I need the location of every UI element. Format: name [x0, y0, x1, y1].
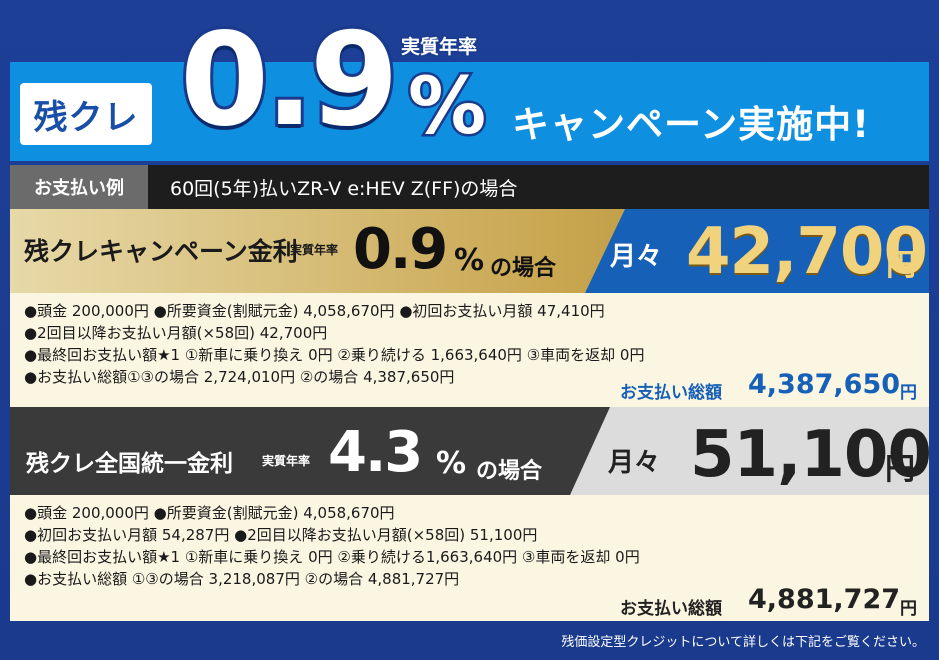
- plan1-monthly-label: 月々: [610, 242, 663, 272]
- plan1-total-amount: 4,387,650: [748, 369, 901, 400]
- plan2-total-amount: 4,881,727: [748, 584, 901, 615]
- plan2-rate-label: 実質年率: [262, 454, 311, 468]
- plan1-detail-line: ●頭金 200,000円 ●所要資金(割賦元金) 4,058,670円 ●初回お…: [24, 302, 605, 320]
- plan1-details-panel: [10, 293, 929, 407]
- plan2-detail-line: ●初回お支払い月額 54,287円 ●2回目以降お支払い月額(×58回) 51,…: [24, 526, 538, 544]
- headline-rate-label: 実質年率: [399, 35, 478, 60]
- plan2-details-panel: [10, 495, 929, 621]
- plan2-monthly-label: 月々: [608, 448, 661, 478]
- example-bar: [10, 165, 929, 209]
- plan1-monthly-amount: 42,700: [686, 215, 928, 289]
- campaign-banner: [10, 62, 929, 161]
- plan1-total-label: お支払い総額: [620, 383, 722, 403]
- plan2-detail-line: ●最終回お支払い額★1 ①新車に乗り換え 0円 ②乗り続ける1,663,640円…: [24, 548, 640, 566]
- campaign-heading: キャンペーン実施中!: [512, 103, 871, 146]
- plan1-rate: 0.9: [353, 217, 448, 282]
- plan1-monthly-yen: 円: [886, 248, 916, 283]
- plan1-total-yen: 円: [900, 383, 917, 403]
- headline-percent: %: [405, 60, 488, 155]
- badge-text: 残クレ: [33, 97, 139, 138]
- plan2-monthly-box: [570, 407, 929, 495]
- plan1-case: の場合: [490, 256, 557, 281]
- plan1-percent: %: [454, 243, 485, 278]
- plan2-case: の場合: [476, 459, 543, 484]
- plan2-total-yen: 円: [900, 599, 917, 619]
- plan1-detail-line: ●2回目以降お支払い月額(×58回) 42,700円: [24, 324, 328, 342]
- example-text: 60回(5年)払いZR-V e:HEV Z(FF)の場合: [170, 177, 518, 200]
- plan1-detail-line: ●最終回お支払い額★1 ①新車に乗り換え 0円 ②乗り続ける 1,663,640…: [24, 346, 645, 364]
- plan1-monthly-box: [585, 209, 929, 293]
- plan1-rate-label: 実質年率: [290, 243, 339, 257]
- zankure-badge: 残クレ: [20, 83, 152, 145]
- plan2-monthly-yen: 円: [885, 452, 915, 487]
- plan2-monthly-amount: 51,100: [690, 418, 932, 492]
- example-label: お支払い例: [10, 165, 148, 209]
- headline-rate: 0.9: [177, 3, 402, 158]
- plan2-detail-line: ●頭金 200,000円 ●所要資金(割賦元金) 4,058,670円: [24, 504, 395, 522]
- plan2-percent: %: [436, 446, 467, 481]
- plan1-detail-line: ●お支払い総額①③の場合 2,724,010円 ②の場合 4,387,650円: [24, 368, 455, 386]
- plan2-rate: 4.3: [328, 420, 423, 485]
- plan2-title: 残クレ全国統一金利: [26, 451, 233, 477]
- plan2-total-label: お支払い総額: [620, 599, 722, 619]
- plan1-title: 残クレキャンペーン金利: [24, 237, 298, 266]
- footer-note: 残価設定型クレジットについて詳しくは下記をご覧ください。: [561, 635, 925, 650]
- plan2-detail-line: ●お支払い総額 ①③の場合 3,218,087円 ②の場合 4,881,727円: [24, 570, 460, 588]
